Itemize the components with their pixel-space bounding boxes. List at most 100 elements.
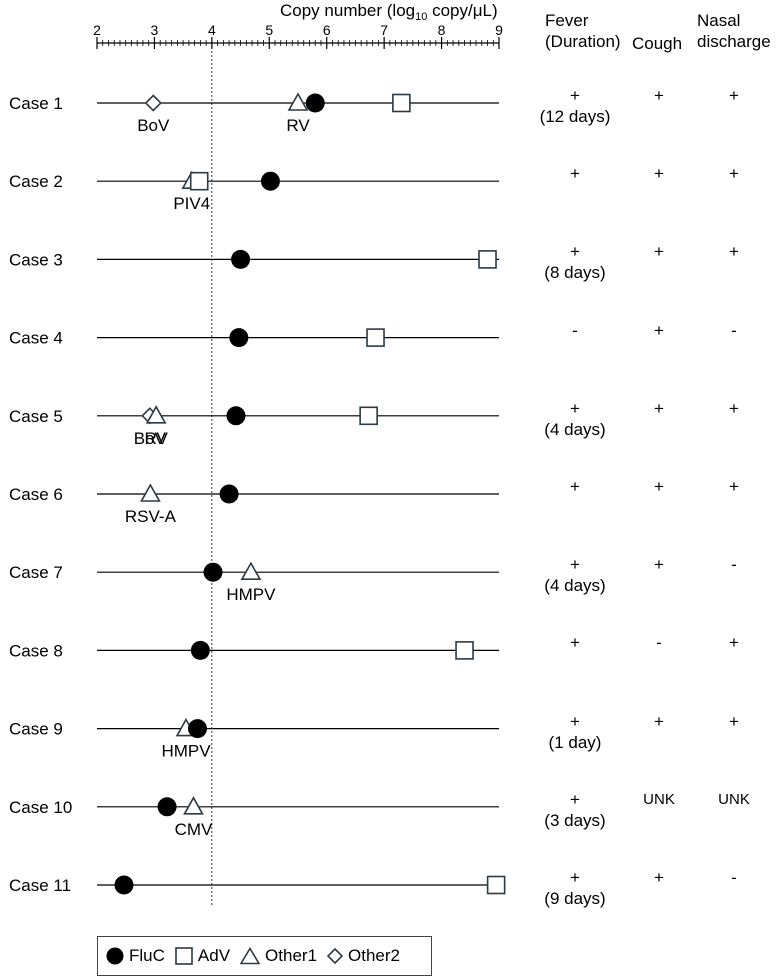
case-label: Case 7 bbox=[9, 563, 63, 582]
cough-cell: + bbox=[654, 477, 664, 496]
nasal-cell: + bbox=[729, 711, 739, 731]
adv-point bbox=[478, 250, 497, 269]
fever-cell: + (8 days) bbox=[544, 242, 606, 283]
adv-point bbox=[359, 406, 378, 426]
cough-cell: + bbox=[654, 711, 664, 731]
fever-cell: + bbox=[570, 633, 580, 653]
other1-point bbox=[145, 405, 167, 424]
fever-cell: + (4 days) bbox=[544, 555, 606, 596]
fluc-point bbox=[188, 719, 207, 739]
legend-label: FluC bbox=[129, 946, 165, 965]
case-label: Case 1 bbox=[9, 94, 63, 113]
adv-point bbox=[366, 328, 385, 347]
square-marker-icon bbox=[175, 947, 193, 965]
virus-label: HMPV bbox=[226, 585, 276, 604]
legend-label: Other1 bbox=[265, 946, 318, 965]
nasal-cell: + bbox=[729, 633, 739, 653]
fever-cell: + (3 days) bbox=[544, 789, 606, 830]
case-row: Case 4 bbox=[9, 328, 499, 348]
adv-point bbox=[392, 93, 411, 113]
case-row: Case 8 bbox=[9, 640, 499, 660]
virus-label: RSV-A bbox=[125, 507, 177, 526]
legend-label: AdV bbox=[197, 946, 231, 965]
case-row: Case 6 RSV-A bbox=[9, 483, 499, 526]
adv-point bbox=[486, 875, 506, 895]
virus-label: CMV bbox=[175, 820, 213, 839]
cough-header: Cough bbox=[632, 34, 683, 53]
fever-cell: + bbox=[570, 477, 580, 496]
fluc-point bbox=[190, 640, 210, 660]
fluc-point bbox=[260, 171, 280, 191]
fluc-point bbox=[231, 249, 251, 269]
case-label: Case 11 bbox=[9, 876, 71, 895]
nasal-cell: + bbox=[729, 86, 739, 105]
fever-cell: + bbox=[570, 164, 580, 184]
case-row: Case 9 HMPV bbox=[9, 717, 499, 761]
virus-label: RV bbox=[286, 116, 310, 135]
legend-item-fluc: FluC bbox=[106, 946, 165, 966]
nasal-cell: + bbox=[729, 164, 739, 184]
adv-point bbox=[455, 641, 474, 660]
nasal-cell: - bbox=[731, 868, 737, 887]
fluc-point bbox=[203, 562, 223, 582]
virus-label: BoV bbox=[134, 429, 167, 448]
nasal-cell: - bbox=[731, 320, 737, 340]
fluc-point bbox=[219, 484, 239, 504]
virus-label: BoV bbox=[137, 116, 170, 135]
fever-header: Fever (Duration) bbox=[545, 11, 621, 51]
case-row: Case 11 bbox=[9, 875, 506, 895]
tick-label: 3 bbox=[151, 22, 159, 38]
nasal-cell: + bbox=[729, 398, 739, 418]
other2-point bbox=[144, 94, 162, 112]
triangle-marker-icon bbox=[240, 947, 261, 965]
virus-label: RV bbox=[144, 429, 168, 448]
fluc-point bbox=[114, 875, 134, 895]
fluc-point bbox=[157, 797, 177, 817]
cough-cell: + bbox=[654, 320, 664, 340]
fluc-point bbox=[229, 328, 249, 348]
case-row: Case 10 CMV bbox=[9, 796, 499, 839]
tick-label: 7 bbox=[380, 22, 388, 38]
case-label: Case 10 bbox=[9, 798, 72, 817]
nasal-header: Nasal discharge bbox=[697, 11, 771, 51]
case-row: Case 2 PIV4 bbox=[9, 170, 499, 213]
tick-label: 6 bbox=[323, 22, 331, 38]
adv-point bbox=[189, 171, 209, 191]
virus-label: PIV4 bbox=[173, 194, 210, 213]
cough-cell: + bbox=[654, 164, 664, 184]
cough-cell: + bbox=[654, 555, 664, 575]
other1-point bbox=[287, 92, 309, 111]
legend-item-other1: Other1 bbox=[240, 946, 317, 966]
other1-point bbox=[240, 561, 262, 581]
case-label: Case 3 bbox=[9, 250, 63, 269]
case-row: Case 7 HMPV bbox=[9, 561, 499, 604]
cough-cell: + bbox=[654, 868, 664, 887]
tick-label: 4 bbox=[208, 22, 216, 38]
cough-cell: - bbox=[656, 633, 662, 653]
fluc-point bbox=[305, 93, 325, 113]
legend-item-other2: Other2 bbox=[327, 946, 400, 966]
tick-label: 9 bbox=[495, 22, 503, 38]
case-label: Case 5 bbox=[9, 407, 63, 426]
legend-label: Other2 bbox=[348, 946, 401, 965]
nasal-cell: + bbox=[729, 242, 739, 262]
legend: FluC AdV Other1 Other2 bbox=[97, 936, 432, 976]
virus-label: HMPV bbox=[161, 742, 211, 761]
nasal-cell: + bbox=[729, 477, 739, 496]
cough-cell: UNK bbox=[643, 790, 675, 808]
case-row: Case 3 bbox=[9, 249, 499, 269]
fever-cell: + (12 days) bbox=[539, 86, 611, 126]
cough-cell: + bbox=[654, 398, 664, 418]
nasal-cell: - bbox=[731, 555, 737, 575]
case-label: Case 6 bbox=[9, 485, 63, 504]
case-label: Case 4 bbox=[9, 329, 63, 348]
tick-label: 8 bbox=[438, 22, 446, 38]
cough-cell: + bbox=[654, 242, 664, 262]
fever-cell: + (9 days) bbox=[544, 868, 606, 908]
tick-label: 5 bbox=[265, 22, 273, 38]
tick-label: 2 bbox=[93, 22, 101, 38]
x-axis-title: Copy number (log10 copy/μL) bbox=[280, 1, 498, 23]
other1-point bbox=[183, 796, 204, 815]
